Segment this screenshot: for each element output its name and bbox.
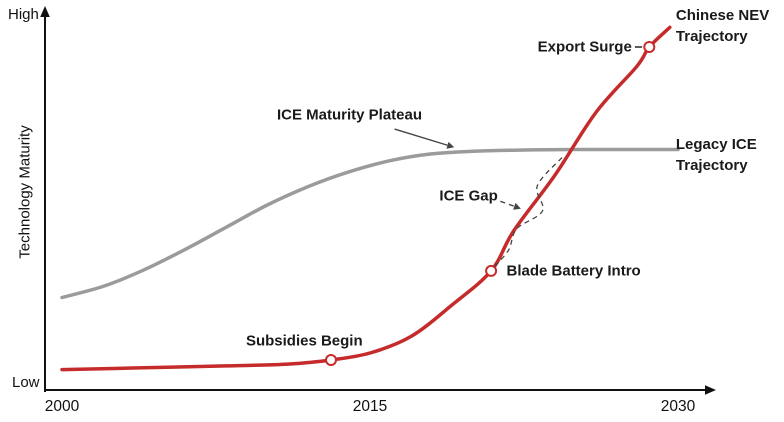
ice-plateau-label-line bbox=[394, 128, 448, 146]
subsidies-begin-label: Subsidies Begin bbox=[246, 330, 363, 351]
ice-gap-label-arrowhead bbox=[513, 202, 521, 210]
marker-subsidies-begin bbox=[325, 354, 337, 366]
subsidies-begin-label-text: Subsidies Begin bbox=[245, 332, 363, 350]
nev-trajectory-label-text-0: Chinese NEV bbox=[675, 6, 770, 24]
marker-blade-battery-intro bbox=[485, 264, 498, 277]
ice-gap-label: ICE Gap bbox=[439, 186, 497, 207]
series-chinese-nev-trajectory bbox=[60, 25, 672, 372]
ice-trajectory-label-text-1: Trajectory bbox=[675, 157, 748, 174]
export-surge-label-text: Export Surge bbox=[537, 38, 632, 56]
export-surge-label: Export Surge bbox=[538, 37, 632, 58]
ice-gap-label-line bbox=[500, 200, 515, 207]
ice-plateau-label-arrowhead bbox=[446, 141, 455, 149]
ice-plateau-label: ICE Maturity Plateau bbox=[277, 105, 422, 126]
y-axis-low-label: Low bbox=[12, 374, 40, 391]
blade-battery-label-text: Blade Battery Intro bbox=[506, 262, 641, 280]
ice-trajectory-label-text-0: Legacy ICE bbox=[675, 136, 757, 153]
ice-plateau-label-text: ICE Maturity Plateau bbox=[276, 106, 423, 124]
nev-trajectory-label-text-1: Trajectory bbox=[675, 27, 748, 45]
y-axis-high-label: High bbox=[8, 6, 39, 23]
marker-export-surge bbox=[643, 41, 656, 53]
y-axis-arrowhead bbox=[40, 6, 50, 17]
blade-battery-label: Blade Battery Intro bbox=[507, 260, 641, 281]
y-axis-title: Technology Maturity bbox=[16, 125, 34, 259]
nev-trajectory-label: Chinese NEV Trajectory bbox=[676, 5, 769, 47]
ice-trajectory-label: Legacy ICE Trajectory bbox=[676, 134, 757, 176]
x-tick-2015: 2015 bbox=[352, 398, 388, 415]
ice-gap-outline bbox=[493, 157, 563, 268]
x-axis-arrowhead bbox=[705, 385, 716, 395]
ice-gap-label-text: ICE Gap bbox=[439, 187, 498, 205]
x-tick-2030: 2030 bbox=[660, 398, 696, 415]
series-legacy-ice-trajectory bbox=[60, 147, 680, 300]
x-tick-2000: 2000 bbox=[44, 398, 80, 415]
